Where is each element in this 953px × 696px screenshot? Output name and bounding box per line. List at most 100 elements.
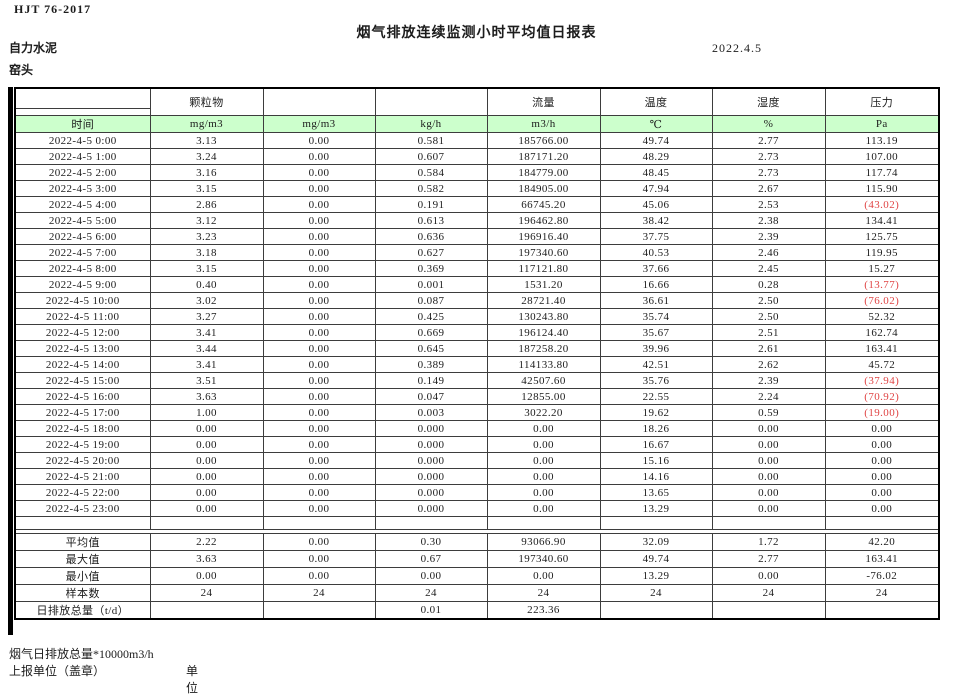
cell-value: 0.000 — [374, 436, 488, 453]
cell-value: 130243.80 — [486, 308, 601, 325]
cell-value: (19.00) — [824, 404, 940, 421]
cell-value: 0.00 — [262, 500, 376, 517]
group-header-row: 颗粒物 流量 温度 湿度 压力 — [14, 87, 940, 116]
cell-value: 197340.60 — [486, 244, 601, 261]
group-header-pressure: 压力 — [824, 87, 940, 116]
cell-value: (37.94) — [824, 372, 940, 389]
cell-value: 3022.20 — [486, 404, 601, 421]
summary-rows: 平均值 2.22 0.00 0.30 93066.90 32.09 1.72 42.20 最大值… — [14, 533, 940, 620]
cell-value: 3.24 — [149, 148, 264, 165]
cell-value — [149, 601, 264, 620]
summary-row: 样本数 24 24 24 24 24 24 24 — [14, 584, 940, 602]
cell-value: (13.77) — [824, 276, 940, 293]
cell-value: 0.00 — [486, 500, 601, 517]
cell-value: 45.72 — [824, 356, 940, 373]
cell-value: 0.00 — [824, 500, 940, 517]
cell-value: 162.74 — [824, 324, 940, 341]
cell-time: 2022-4-5 5:00 — [14, 212, 151, 229]
cell-value: 2.77 — [711, 132, 826, 149]
cell-value: 117121.80 — [486, 260, 601, 277]
cell-value: 66745.20 — [486, 196, 601, 213]
footer-line: 上报单位（盖章） 单位 — [9, 662, 198, 695]
summary-row: 最大值 3.63 0.00 0.67 197340.60 49.74 2.77 163.41 — [14, 550, 940, 568]
cell-value: 24 — [599, 584, 713, 602]
empty-cell — [711, 516, 826, 530]
cell-value: 0.00 — [711, 420, 826, 437]
cell-value: 2.51 — [711, 324, 826, 341]
cell-value: 0.00 — [262, 276, 376, 293]
cell-value: 0.00 — [262, 436, 376, 453]
cell-value: 2.39 — [711, 228, 826, 245]
cell-value: 125.75 — [824, 228, 940, 245]
cell-time: 2022-4-5 19:00 — [14, 436, 151, 453]
cell-value: 0.00 — [711, 500, 826, 517]
cell-value: 0.369 — [374, 260, 488, 277]
cell-value: 3.16 — [149, 164, 264, 181]
table-row: 2022-4-5 2:00 3.16 0.00 0.584 184779.00 48.45… — [14, 164, 940, 181]
cell-value: 13.29 — [599, 500, 713, 517]
table-row: 2022-4-5 6:00 3.23 0.00 0.636 196916.40 37.75… — [14, 228, 940, 245]
cell-value: 0.607 — [374, 148, 488, 165]
cell-value: 0.636 — [374, 228, 488, 245]
cell-time: 2022-4-5 14:00 — [14, 356, 151, 373]
empty-cell — [599, 516, 713, 530]
cell-value: 115.90 — [824, 180, 940, 197]
cell-value: 0.00 — [149, 420, 264, 437]
cell-value: 196124.40 — [486, 324, 601, 341]
cell-value: 0.000 — [374, 468, 488, 485]
cell-value — [599, 601, 713, 620]
cell-value: 40.53 — [599, 244, 713, 261]
cell-value: 0.00 — [486, 468, 601, 485]
unit-header-mgm3-2: mg/m3 — [262, 115, 376, 133]
cell-value: 0.00 — [824, 468, 940, 485]
cell-value: 107.00 — [824, 148, 940, 165]
table-row: 2022-4-5 0:00 3.13 0.00 0.581 185766.00 49.74… — [14, 132, 940, 149]
unit-header-percent: % — [711, 115, 826, 133]
cell-value: 16.67 — [599, 436, 713, 453]
cell-value: 0.00 — [711, 468, 826, 485]
cell-value: 48.29 — [599, 148, 713, 165]
group-header-particulate: 颗粒物 — [149, 87, 264, 116]
cell-value: 49.74 — [599, 132, 713, 149]
cell-value: 2.46 — [711, 244, 826, 261]
summary-label: 日排放总量（t/d） — [14, 601, 151, 620]
cell-value: 3.63 — [149, 550, 264, 568]
cell-value: 0.00 — [486, 420, 601, 437]
time-group-cell — [14, 87, 151, 116]
cell-value — [824, 601, 940, 620]
cell-value: 2.22 — [149, 533, 264, 551]
cell-value: 1531.20 — [486, 276, 601, 293]
cell-value: 114133.80 — [486, 356, 601, 373]
cell-value: 0.645 — [374, 340, 488, 357]
monitoring-table: 颗粒物 流量 温度 湿度 压力 时间 mg/m3 mg/m3 kg/h m3/h… — [14, 87, 940, 620]
cell-value: 0.627 — [374, 244, 488, 261]
cell-time: 2022-4-5 0:00 — [14, 132, 151, 149]
cell-value — [262, 601, 376, 620]
cell-value: 1.72 — [711, 533, 826, 551]
cell-time: 2022-4-5 15:00 — [14, 372, 151, 389]
summary-label: 最大值 — [14, 550, 151, 568]
cell-value: 2.50 — [711, 292, 826, 309]
cell-value: 0.00 — [262, 260, 376, 277]
cell-value: 0.00 — [262, 404, 376, 421]
cell-value: 35.67 — [599, 324, 713, 341]
cell-value: 0.00 — [262, 244, 376, 261]
empty-cell — [824, 516, 940, 530]
cell-value: 0.389 — [374, 356, 488, 373]
cell-value: 0.67 — [374, 550, 488, 568]
cell-value: 0.047 — [374, 388, 488, 405]
cell-value: 0.087 — [374, 292, 488, 309]
cell-value: 0.582 — [374, 180, 488, 197]
cell-value: 0.00 — [262, 420, 376, 437]
cell-value: 38.42 — [599, 212, 713, 229]
unit-header-kgh: kg/h — [374, 115, 488, 133]
table-row: 2022-4-5 4:00 2.86 0.00 0.191 66745.20 45.06 2… — [14, 196, 940, 213]
table-row: 2022-4-5 17:00 1.00 0.00 0.003 3022.20 19.62 0… — [14, 404, 940, 421]
cell-value: 0.00 — [262, 356, 376, 373]
cell-value: 49.74 — [599, 550, 713, 568]
report-date: 2022.4.5 — [712, 41, 762, 55]
cell-value: 185766.00 — [486, 132, 601, 149]
cell-value: 32.09 — [599, 533, 713, 551]
cell-value: 0.581 — [374, 132, 488, 149]
cell-time: 2022-4-5 20:00 — [14, 452, 151, 469]
